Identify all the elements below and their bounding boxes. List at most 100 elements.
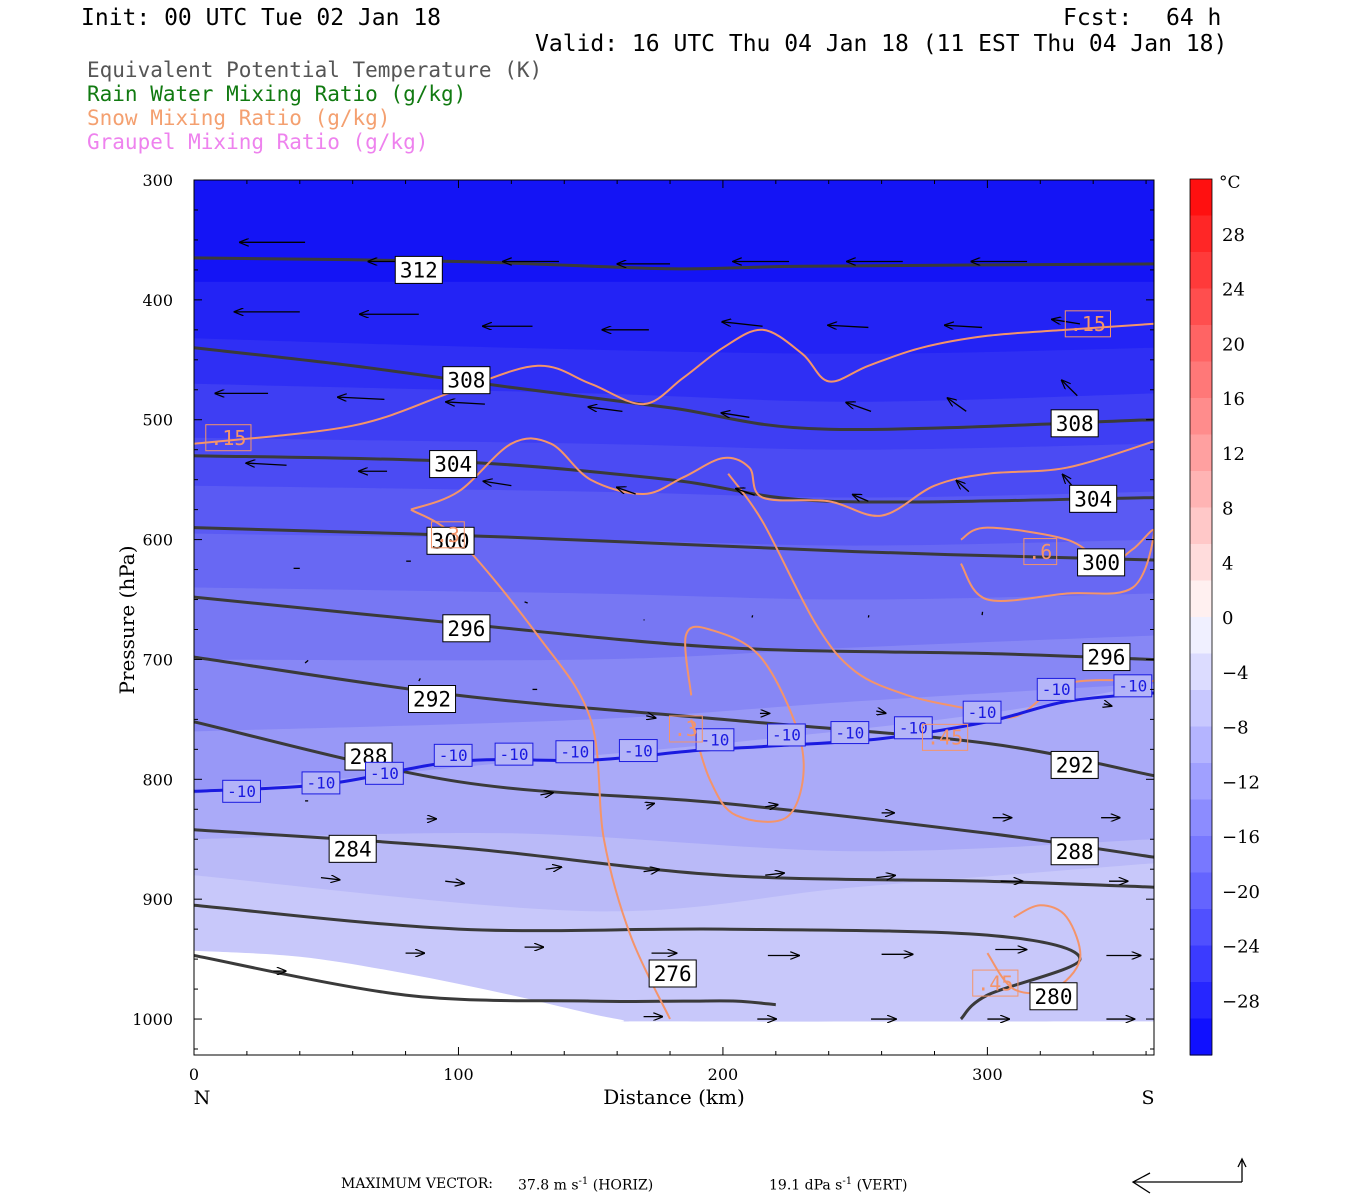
isotherm-label: -10 bbox=[500, 745, 529, 764]
colorbar-tick-label: 12 bbox=[1222, 444, 1245, 465]
wind-vector bbox=[1062, 380, 1078, 397]
colorbar-tick-label: 0 bbox=[1222, 608, 1233, 629]
theta-e-line bbox=[194, 655, 1154, 778]
theta-e-line bbox=[194, 256, 1154, 271]
theta-e-label: 280 bbox=[1035, 985, 1073, 1009]
wind-vector bbox=[304, 659, 309, 664]
legend-theta-e: Equivalent Potential Temperature (K) bbox=[87, 58, 543, 82]
wind-vector bbox=[846, 403, 872, 412]
isotherm-label: -10 bbox=[772, 726, 801, 745]
snow-contour bbox=[960, 526, 1154, 602]
wind-vector bbox=[338, 397, 385, 399]
colorbar-segment bbox=[1190, 872, 1212, 910]
isotherm-label: -10 bbox=[560, 743, 589, 762]
isotherm-label-box bbox=[301, 771, 341, 795]
theta-e-label: 308 bbox=[1056, 412, 1094, 436]
y-tick-label: 300 bbox=[142, 171, 173, 190]
theta-e-label: 292 bbox=[413, 688, 451, 712]
wind-vector bbox=[751, 615, 754, 618]
theta-e-label: 292 bbox=[1056, 753, 1094, 777]
wind-vector bbox=[721, 413, 750, 417]
wind-vector bbox=[948, 398, 967, 412]
colorbar-segment bbox=[1190, 1018, 1212, 1056]
theta-e-label-box bbox=[328, 834, 377, 863]
wind-vector bbox=[1063, 475, 1073, 487]
theta-e-label-box bbox=[442, 366, 491, 395]
y-tick-label: 400 bbox=[142, 291, 173, 310]
colorbar-segment bbox=[1190, 945, 1212, 983]
colorbar-segment bbox=[1190, 763, 1212, 801]
theta-e-label: 296 bbox=[447, 617, 485, 641]
snow-label: .45 bbox=[977, 971, 1013, 995]
plot-frame bbox=[193, 179, 1155, 1056]
max-vector-vert: 19.1 dPa s-1 (VERT) bbox=[769, 1176, 908, 1194]
colorbar-segment bbox=[1190, 507, 1212, 545]
colorbar-segment bbox=[1190, 580, 1212, 618]
colorbar-tick-label: 28 bbox=[1222, 225, 1245, 246]
theta-e-label-box bbox=[1077, 548, 1126, 577]
theta-e-label-box bbox=[1050, 837, 1099, 866]
theta-e-label-box bbox=[442, 614, 491, 643]
y-tick-label: 900 bbox=[142, 890, 173, 909]
valid-time: Valid: 16 UTC Thu 04 Jan 18 (11 EST Thu … bbox=[535, 31, 1228, 57]
isotherm-label: -10 bbox=[835, 723, 864, 742]
isotherm-label: -10 bbox=[227, 782, 256, 801]
max-vector-label: MAXIMUM VECTOR: bbox=[341, 1176, 493, 1192]
wind-vector bbox=[646, 803, 654, 805]
colorbar-segment bbox=[1190, 653, 1212, 691]
colorbar-segment bbox=[1190, 617, 1212, 655]
snow-label-box bbox=[1064, 310, 1111, 338]
wind-vector bbox=[876, 711, 885, 713]
theta-e-label-box bbox=[1082, 643, 1131, 672]
max-vector-key bbox=[1131, 1157, 1247, 1194]
snow-contour bbox=[986, 904, 1082, 995]
wind-vectors bbox=[215, 242, 1140, 1019]
isotherm-label-box bbox=[767, 723, 806, 747]
axes: 300 400 500 600 700 800 900 1000 0 100 200 300 N S Dis… bbox=[115, 171, 1155, 1109]
isotherm-label-box bbox=[494, 742, 534, 766]
wind-vector bbox=[722, 322, 763, 327]
wind-vector bbox=[646, 716, 655, 718]
theta-e-line bbox=[194, 346, 1154, 432]
colorbar-tick-label: −20 bbox=[1222, 882, 1260, 903]
colorbar-segment bbox=[1190, 434, 1212, 472]
vertical-key-arrowhead bbox=[1237, 1157, 1247, 1168]
colorbar-tick-label: −28 bbox=[1222, 991, 1260, 1012]
isotherm-label-box bbox=[962, 700, 1002, 724]
isotherm-label: -10 bbox=[968, 703, 997, 722]
colorbar-segment bbox=[1190, 726, 1212, 764]
temperature-fill bbox=[194, 180, 1154, 1055]
wind-vector bbox=[876, 875, 895, 877]
theta-e-label-box bbox=[429, 450, 478, 479]
colorbar-tick-label: 8 bbox=[1222, 499, 1233, 520]
wind-vector bbox=[853, 495, 869, 502]
theta-e-label-box bbox=[648, 959, 697, 988]
colorbar-segment bbox=[1190, 471, 1212, 509]
terrain bbox=[194, 950, 1154, 1055]
snow-label-box bbox=[669, 715, 703, 743]
isotherm-label-box bbox=[555, 740, 595, 764]
colorbar-tick-label: −4 bbox=[1222, 663, 1249, 684]
colorbar-frame bbox=[1189, 178, 1213, 1056]
theta-e-label: 300 bbox=[432, 529, 470, 553]
theta-e-label: 304 bbox=[434, 453, 472, 477]
wind-vector bbox=[1052, 319, 1081, 323]
forecast-label: Fcst: bbox=[1063, 5, 1133, 31]
theta-e-label: 284 bbox=[334, 837, 372, 861]
colorbar-segment bbox=[1190, 544, 1212, 582]
isotherm-label: -10 bbox=[439, 746, 468, 765]
wind-vector bbox=[246, 463, 287, 465]
colorbar-segment bbox=[1190, 799, 1212, 837]
terrain-mask bbox=[194, 950, 1154, 1055]
isotherm-label: -10 bbox=[306, 774, 335, 793]
colorbar-segment bbox=[1190, 690, 1212, 728]
isotherm-label: -10 bbox=[1042, 680, 1071, 699]
colorbar-segment bbox=[1190, 398, 1212, 436]
theta-e-label-box bbox=[1050, 750, 1099, 779]
y-tick-label: 1000 bbox=[132, 1010, 173, 1029]
theta-e-line bbox=[194, 954, 776, 1007]
colorbar-tick-label: 16 bbox=[1222, 389, 1245, 410]
wind-vector bbox=[765, 805, 777, 807]
colorbar-tick-label: 4 bbox=[1222, 553, 1233, 574]
